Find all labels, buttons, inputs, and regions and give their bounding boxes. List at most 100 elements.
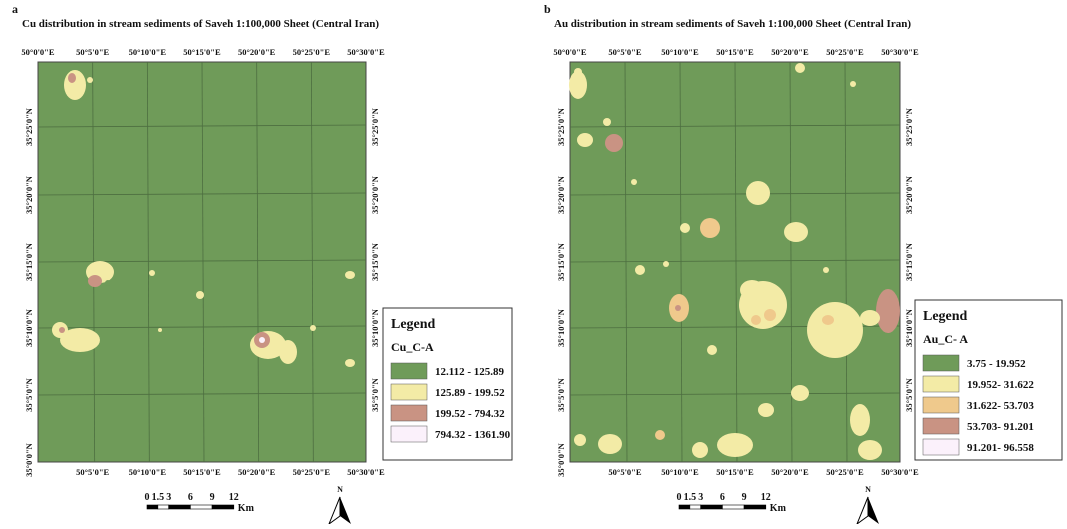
legend-title: Legend [391,317,436,332]
anomaly-zone [87,77,93,83]
legend-label: 19.952- 31.622 [967,379,1034,391]
graticule [569,124,901,128]
anomaly-zone [795,63,805,73]
anomaly-zone [823,267,829,273]
scale-segment [700,504,723,510]
panel-title: Cu distribution in stream sediments of S… [22,18,379,30]
scale-segment [689,504,701,510]
scale-segment [211,504,235,510]
longitude-label: 50°30'0"E [347,47,385,57]
legend-swatch [390,425,428,443]
longitude-label: 50°30'0"E [881,467,919,477]
latitude-label: 35°10'0"N [556,308,566,347]
graticule [569,392,901,396]
anomaly-zone [876,289,900,333]
latitude-label: 35°20'0"N [904,175,914,214]
scale-label: 1.5 [152,492,165,503]
longitude-label: 50°0'0"E [553,47,586,57]
anomaly-zone [889,294,897,302]
anomaly-zone [631,179,637,185]
legend-label: 199.52 - 794.32 [435,408,505,420]
scale-label: 6 [188,492,193,503]
latitude-label: 35°5'0"N [556,377,566,411]
scale-label: 1.5 [684,492,697,503]
anomaly-zone [764,309,776,321]
longitude-label: 50°15'0"E [183,47,221,57]
north-arrow [340,497,351,524]
graticule [844,61,848,463]
anomaly-zone [609,140,615,146]
anomaly-zone [598,434,622,454]
latitude-label: 35°10'0"N [904,308,914,347]
latitude-label: 35°15'0"N [904,242,914,281]
scale-label: 12 [229,492,239,503]
latitude-label: 35°25'0"N [24,107,34,146]
anomaly-zone [858,440,882,460]
anomaly-zone [850,81,856,87]
longitude-label: 50°25'0"E [293,467,331,477]
longitude-label: 50°30'0"E [881,47,919,57]
north-arrow [855,496,869,526]
scale-label: 0 [677,492,682,503]
scale-segment [190,504,213,510]
legend-swatch [390,362,428,380]
scale-label: 0 [145,492,150,503]
anomaly-zone [105,280,111,286]
longitude-label: 50°5'0"E [76,47,109,57]
longitude-label: 50°15'0"E [716,47,754,57]
graticule [37,392,367,396]
latitude-label: 35°10'0"N [370,308,380,347]
anomaly-zone [700,218,720,238]
longitude-label: 50°20'0"E [238,467,276,477]
anomaly-zone [68,73,76,83]
anomaly-zone [791,385,809,401]
longitude-label: 50°20'0"E [771,47,809,57]
legend-swatch [922,438,960,456]
graticule [734,61,738,463]
legend-label: 31.622- 53.703 [967,400,1034,412]
longitude-label: 50°25'0"E [826,47,864,57]
north-arrow [868,497,879,524]
longitude-label: 50°10'0"E [661,467,699,477]
longitude-label: 50°25'0"E [293,47,331,57]
anomaly-zone [635,265,645,275]
anomaly-zone [59,327,65,333]
longitude-label: 50°5'0"E [76,467,109,477]
latitude-label: 35°0'0"N [556,442,566,476]
scale-segment [168,504,191,510]
graticule [146,61,150,463]
graticule [310,61,314,463]
latitude-label: 35°20'0"N [24,175,34,214]
latitude-label: 35°25'0"N [370,107,380,146]
legend-label: 53.703- 91.201 [967,421,1034,433]
graticule [569,192,901,196]
legend-swatch [390,404,428,422]
graticule [37,259,367,263]
latitude-label: 35°15'0"N [556,242,566,281]
anomaly-zone [680,223,690,233]
anomaly-zone [196,291,204,299]
scale-unit: Km [770,503,787,514]
map-panel: bAu distribution in stream sediments of … [544,2,1063,526]
anomaly-zone [64,70,86,100]
anomaly-zone [149,270,155,276]
anomaly-zone [822,315,834,325]
scale-label: 12 [761,492,771,503]
anomaly-zone [569,71,587,99]
latitude-label: 35°25'0"N [904,107,914,146]
anomaly-zone [784,222,808,242]
panel-label: b [544,2,551,16]
scale-segment [678,504,691,510]
anomaly-zone [574,68,582,76]
anomaly-zone [740,280,764,300]
latitude-label: 35°25'0"N [556,107,566,146]
anomaly-zone [60,328,100,352]
longitude-label: 50°30'0"E [347,467,385,477]
latitude-label: 35°15'0"N [24,242,34,281]
longitude-label: 50°0'0"E [21,47,54,57]
graticule [256,61,260,463]
longitude-label: 50°15'0"E [183,467,221,477]
legend-label: 91.201- 96.558 [967,442,1034,454]
anomaly-zone [574,434,586,446]
